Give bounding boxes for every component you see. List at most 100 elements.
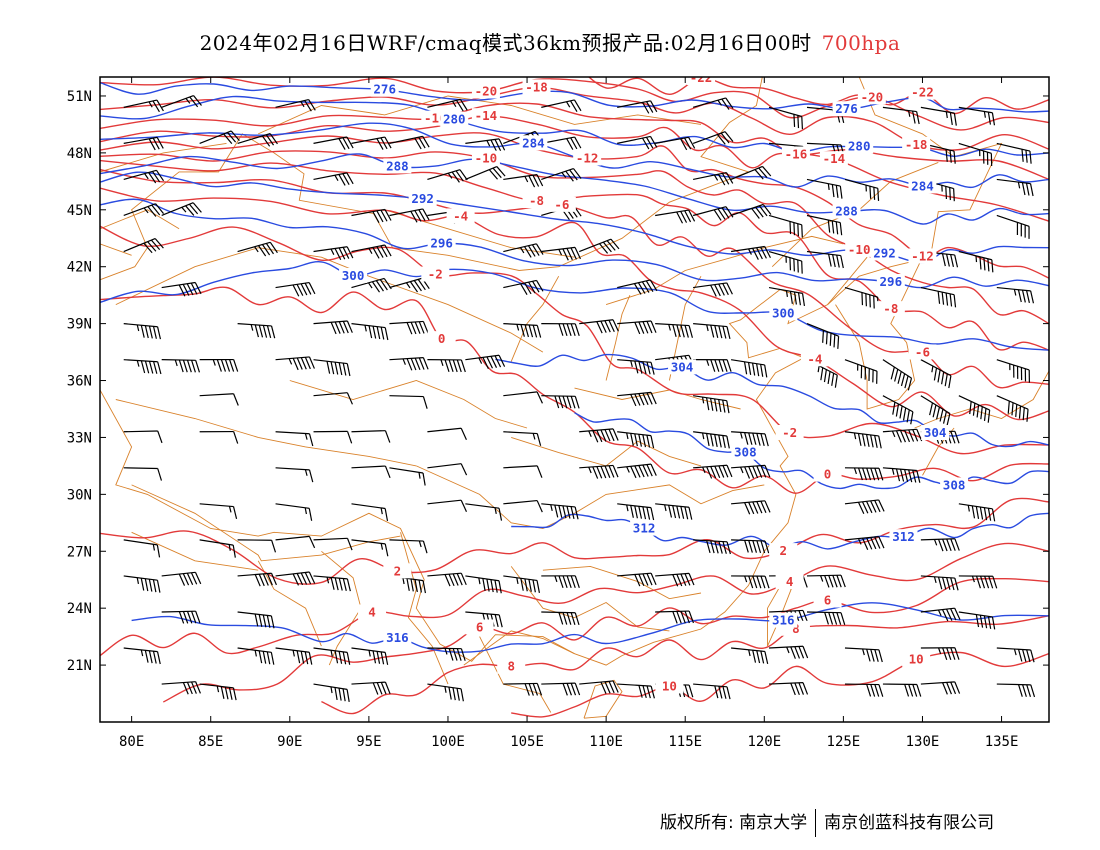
wind-barb xyxy=(617,359,655,375)
wind-barb xyxy=(199,358,239,372)
height-label: 288 xyxy=(386,158,409,173)
wind-barb xyxy=(693,395,730,414)
temperature-label-bg xyxy=(908,344,937,360)
wind-barb xyxy=(731,647,769,664)
lon-tick-label: 135E xyxy=(985,734,1019,750)
height-label: 300 xyxy=(342,268,365,283)
contour-labels: -22-22-20 -20-18-18-16-16-14-14-12-12-10-… xyxy=(339,77,969,694)
wind-barb xyxy=(844,467,884,481)
wind-barb xyxy=(768,106,804,130)
temperature-contour xyxy=(100,542,1049,657)
wind-barb xyxy=(958,503,996,522)
wind-barb xyxy=(541,246,582,261)
wind-barb xyxy=(351,208,392,223)
temperature-label-bg xyxy=(471,150,500,166)
wind-barb xyxy=(996,683,1036,698)
wind-barb xyxy=(958,250,994,273)
wind-barb xyxy=(313,172,354,186)
temperature-label-bg xyxy=(813,466,842,482)
wind-barb xyxy=(769,645,809,659)
temperature-label-bg xyxy=(446,208,475,224)
height-label-bg xyxy=(889,529,918,545)
temperature-label-bg xyxy=(471,108,500,124)
wind-barb xyxy=(806,250,844,269)
temperature-label-bg xyxy=(902,651,931,667)
temperature-label: -6 xyxy=(554,197,569,212)
height-label-bg xyxy=(731,444,760,460)
wind-barb xyxy=(617,135,658,150)
lat-tick-label: 36N xyxy=(67,374,92,390)
height-contour xyxy=(511,512,1049,550)
temperature-label-bg xyxy=(902,136,931,152)
border-line xyxy=(100,142,227,173)
lat-tick-label: 21N xyxy=(67,658,92,674)
border-line xyxy=(131,531,259,571)
wind-barb xyxy=(161,359,201,373)
wind-barb xyxy=(465,138,506,152)
wind-barb xyxy=(351,503,389,522)
wind-barb xyxy=(351,244,392,259)
wind-barb xyxy=(465,165,506,180)
height-label-bg xyxy=(519,135,548,151)
wind-barb xyxy=(806,214,843,236)
lat-tick-label: 33N xyxy=(67,430,92,446)
wind-barb xyxy=(844,535,885,550)
height-label: 308 xyxy=(943,477,966,492)
wind-barb xyxy=(920,647,960,661)
wind-barb xyxy=(503,575,540,593)
company-text: 南京创蓝科技有限公司 xyxy=(824,813,995,833)
temperature-label-bg xyxy=(819,151,848,167)
wind-barb xyxy=(161,610,201,624)
temperature-label: -4 xyxy=(453,208,468,223)
temperature-label-bg xyxy=(547,196,576,212)
wind-barb xyxy=(579,680,619,694)
wind-barb xyxy=(617,100,658,114)
wind-barb xyxy=(199,430,239,444)
wind-barb xyxy=(427,463,468,476)
wind-barb xyxy=(920,681,961,695)
wind-barb xyxy=(996,178,1034,197)
height-label-bg xyxy=(908,178,937,194)
wind-barb xyxy=(655,572,695,587)
height-contours xyxy=(100,82,1049,653)
temperature-label-bg xyxy=(497,658,526,674)
wind-barb xyxy=(882,428,923,443)
wind-barb xyxy=(313,359,351,377)
wind-barb xyxy=(313,575,351,592)
wind-barb xyxy=(996,359,1030,383)
wind-barb xyxy=(161,281,202,297)
temperature-label: -16 xyxy=(785,146,808,161)
height-label-bg xyxy=(769,305,798,321)
wind-barb xyxy=(693,464,733,479)
temperature-contour xyxy=(100,150,1049,325)
wind-barb xyxy=(427,169,468,183)
wind-barb xyxy=(920,575,959,591)
lon-tick-label: 80E xyxy=(119,734,144,750)
wind-barb xyxy=(351,681,391,695)
lat-tick-label: 51N xyxy=(67,89,92,105)
temperature-label: -22 xyxy=(911,85,934,100)
wind-barb xyxy=(693,282,733,297)
height-label: 280 xyxy=(848,139,871,154)
border-line xyxy=(258,95,702,135)
temperature-label: -4 xyxy=(807,351,822,366)
lon-tick-label: 120E xyxy=(747,734,781,750)
wind-barb xyxy=(996,647,1035,663)
border-line xyxy=(463,630,575,666)
temperature-label-bg xyxy=(769,543,798,559)
wind-barb xyxy=(920,607,961,622)
wind-barb xyxy=(731,575,770,589)
wind-barb xyxy=(882,683,922,697)
temperature-label-bg xyxy=(775,574,804,590)
lat-tick-label: 24N xyxy=(67,601,92,617)
wind-barb xyxy=(351,539,389,557)
wind-barb xyxy=(123,323,162,340)
temperature-label: 10 xyxy=(662,678,677,693)
temperature-label: -20 xyxy=(861,89,884,104)
height-label-bg xyxy=(769,612,798,628)
temperature-contour xyxy=(587,77,1049,115)
wind-barb xyxy=(692,206,734,221)
wind-barb xyxy=(806,178,843,199)
temperature-label: -18 xyxy=(905,137,928,152)
temperature-label-bg xyxy=(573,150,602,166)
